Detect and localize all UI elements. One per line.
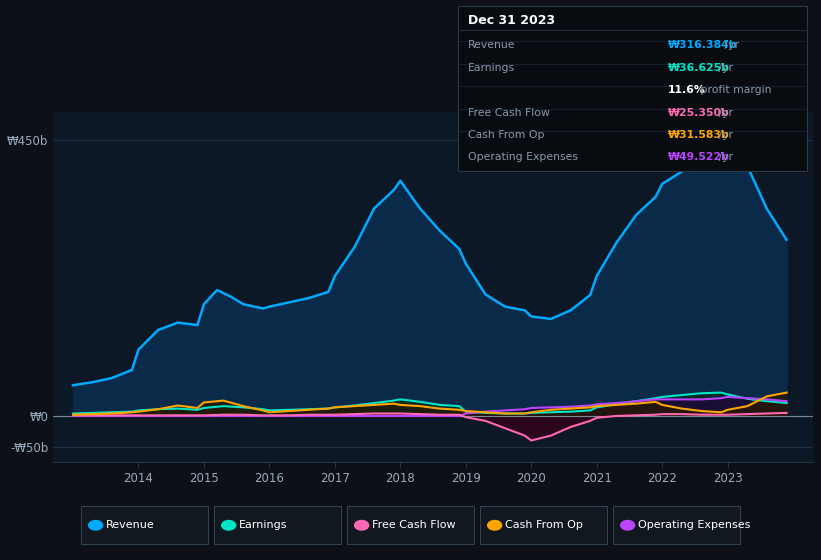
Text: Free Cash Flow: Free Cash Flow bbox=[372, 520, 455, 530]
Text: Dec 31 2023: Dec 31 2023 bbox=[468, 13, 555, 26]
Text: ₩316.384b: ₩316.384b bbox=[667, 40, 737, 50]
Text: ₩36.625b: ₩36.625b bbox=[667, 63, 730, 73]
Text: ₩31.583b: ₩31.583b bbox=[667, 130, 729, 140]
Text: 11.6%: 11.6% bbox=[667, 85, 705, 95]
Text: ₩25.350b: ₩25.350b bbox=[667, 108, 729, 118]
Text: /yr: /yr bbox=[715, 130, 733, 140]
Text: Earnings: Earnings bbox=[238, 520, 287, 530]
Text: /yr: /yr bbox=[715, 108, 733, 118]
Text: Revenue: Revenue bbox=[468, 40, 516, 50]
Text: Free Cash Flow: Free Cash Flow bbox=[468, 108, 550, 118]
Text: Operating Expenses: Operating Expenses bbox=[468, 152, 578, 162]
Text: ₩49.522b: ₩49.522b bbox=[667, 152, 729, 162]
Text: Operating Expenses: Operating Expenses bbox=[638, 520, 750, 530]
Text: /yr: /yr bbox=[715, 152, 733, 162]
Text: Cash From Op: Cash From Op bbox=[468, 130, 544, 140]
Text: Earnings: Earnings bbox=[468, 63, 515, 73]
Text: /yr: /yr bbox=[715, 63, 733, 73]
Text: profit margin: profit margin bbox=[697, 85, 772, 95]
Text: Cash From Op: Cash From Op bbox=[505, 520, 582, 530]
Text: Revenue: Revenue bbox=[105, 520, 154, 530]
Text: /yr: /yr bbox=[721, 40, 739, 50]
